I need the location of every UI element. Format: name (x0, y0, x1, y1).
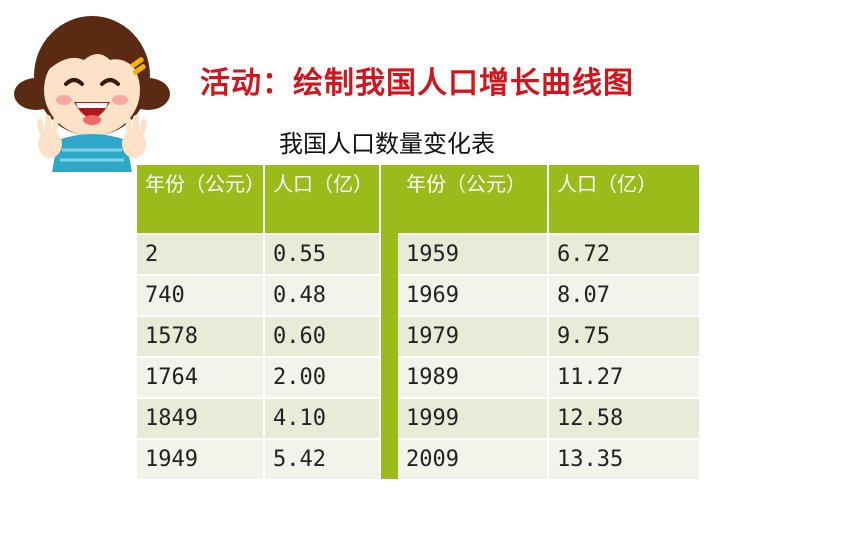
table-row: 1949 5.42 (137, 439, 381, 481)
year-cell: 740 (137, 275, 265, 317)
population-cell: 13.35 (548, 439, 701, 481)
year-cell: 1999 (398, 398, 549, 440)
population-cell: 12.58 (548, 398, 701, 440)
population-cell: 2.00 (264, 357, 381, 399)
header-year: 年份（公元） (398, 165, 549, 235)
page-title: 活动：绘制我国人口增长曲线图 (200, 66, 634, 101)
table-row: 740 0.48 (137, 275, 381, 317)
year-cell: 1578 (137, 316, 265, 358)
population-table-left: 年份（公元） 人口（亿） 2 0.55 740 0.48 1578 0.60 1… (137, 165, 381, 481)
table-row: 1979 9.75 (398, 316, 701, 358)
population-cell: 0.60 (264, 316, 381, 358)
population-cell: 0.48 (264, 275, 381, 317)
table-header-row: 年份（公元） 人口（亿） (137, 165, 381, 235)
population-cell: 9.75 (548, 316, 701, 358)
year-cell: 2009 (398, 439, 549, 481)
table-divider (380, 165, 398, 479)
population-cell: 5.42 (264, 439, 381, 481)
header-population: 人口（亿） (548, 165, 701, 235)
year-cell: 1959 (398, 234, 549, 276)
table-row: 1989 11.27 (398, 357, 701, 399)
header-population: 人口（亿） (264, 165, 381, 235)
year-cell: 2 (137, 234, 265, 276)
table-row: 1969 8.07 (398, 275, 701, 317)
table-row: 1959 6.72 (398, 234, 701, 276)
table-caption: 我国人口数量变化表 (279, 130, 495, 158)
population-cell: 11.27 (548, 357, 701, 399)
year-cell: 1949 (137, 439, 265, 481)
table-row: 2009 13.35 (398, 439, 701, 481)
population-cell: 0.55 (264, 234, 381, 276)
year-cell: 1979 (398, 316, 549, 358)
cartoon-girl-icon (14, 16, 170, 172)
year-cell: 1969 (398, 275, 549, 317)
year-cell: 1849 (137, 398, 265, 440)
table-row: 1999 12.58 (398, 398, 701, 440)
header-year: 年份（公元） (137, 165, 265, 235)
population-cell: 4.10 (264, 398, 381, 440)
population-table-right: 年份（公元） 人口（亿） 1959 6.72 1969 8.07 1979 9.… (398, 165, 701, 481)
table-row: 1578 0.60 (137, 316, 381, 358)
year-cell: 1989 (398, 357, 549, 399)
table-row: 1849 4.10 (137, 398, 381, 440)
table-row: 1764 2.00 (137, 357, 381, 399)
population-cell: 8.07 (548, 275, 701, 317)
year-cell: 1764 (137, 357, 265, 399)
table-row: 2 0.55 (137, 234, 381, 276)
population-cell: 6.72 (548, 234, 701, 276)
table-header-row: 年份（公元） 人口（亿） (398, 165, 701, 235)
